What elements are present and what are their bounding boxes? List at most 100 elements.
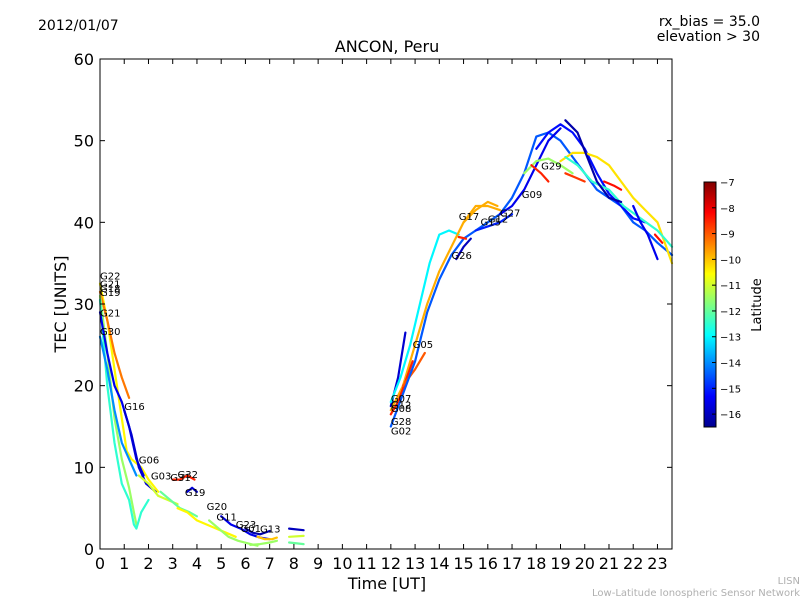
x-tick-label: 10 [332,554,352,573]
footer-lisn: LISN [777,576,800,587]
x-tick-label: 8 [289,554,299,573]
date-label: 2012/01/07 [38,18,119,34]
satellite-label: G07 [391,394,411,405]
colorbar: −7 −8 −9 −10 −11 −12 −13 −14 −15 −16 [703,178,741,428]
x-tick-label: 21 [599,554,619,573]
x-tick-label: 1 [119,554,129,573]
x-tick-label: 20 [575,554,595,573]
satellite-label: G05 [413,340,433,351]
satellite-label: G12 [488,214,508,225]
satellite-label: G28 [391,417,411,428]
satellite-label: G02 [391,427,411,438]
colorbar-tick-label: −13 [720,333,741,344]
satellite-label: G19 [100,288,120,299]
rx-bias-label: rx_bias = 35.0 [658,14,760,30]
series-line-g19 [98,298,150,530]
colorbar-tick-label: −11 [720,281,741,292]
y-tick-label: 50 [74,132,94,151]
series-line-g21 [98,290,131,399]
series-line-g29h [632,204,659,261]
series-line-g29b [535,123,647,224]
satellite-label: G30 [100,327,120,338]
satellite-label: G15 [481,218,501,229]
series-line-g26 [455,237,472,261]
satellite-label: G20 [207,502,227,513]
x-tick-label: 14 [429,554,449,573]
colorbar-gradient [703,181,717,428]
series-layer [98,119,674,547]
satellite-label: G03 [151,472,171,483]
series-line-g29i [653,233,664,244]
colorbar-label: Latitude [750,278,765,332]
series-line-g20 [176,507,237,538]
x-tick-label: 5 [216,554,226,573]
series-line-g29 [530,164,550,183]
series-line-g13d [288,534,305,538]
x-tick-label: 16 [478,554,498,573]
colorbar-tick-label: −10 [720,255,741,266]
x-tick-label: 2 [143,554,153,573]
y-axis: 0 10 20 30 40 50 60 [74,50,672,559]
x-tick-label: 15 [453,554,473,573]
satellite-label: G17 [459,212,479,223]
series-line-g13 [256,535,278,541]
satellite-label: G06 [139,455,159,466]
x-tick-label: 4 [192,554,202,573]
colorbar-tick-label: −12 [720,307,741,318]
x-tick-label: 13 [405,554,425,573]
x-tick-label: 23 [647,554,667,573]
y-tick-label: 30 [74,295,94,314]
x-tick-label: 17 [502,554,522,573]
series-line-g30 [98,335,138,477]
series-line-g15 [474,213,514,232]
satellite-label: G32 [178,470,198,481]
series-line-g22 [98,282,160,493]
x-tick-label: 9 [313,554,323,573]
x-tick-label: 19 [550,554,570,573]
series-line-g07 [389,229,460,404]
series-line-g29f [564,172,586,183]
x-axis-label: Time [UT] [347,574,426,593]
series-line-g29e [564,119,623,203]
series-line-g11 [208,519,259,547]
satellite-label: G13 [260,525,280,536]
satellite-label: G01 [241,524,261,535]
y-tick-label: 60 [74,50,94,69]
series-line-g32 [171,474,196,481]
satellite-label: G22 [100,272,120,283]
series-line-g26b [457,235,468,240]
series-line-g19b [186,486,198,493]
elevation-label: elevation > 30 [656,29,760,45]
colorbar-tick-label: −16 [720,410,741,421]
series-line-g29d [564,155,674,248]
satellite-label: G27 [500,209,520,220]
colorbar-tick-label: −7 [720,178,735,189]
colorbar-tick-label: −8 [720,204,735,215]
x-tick-label: 11 [356,554,376,573]
x-tick-label: 18 [526,554,546,573]
y-tick-label: 20 [74,377,94,396]
x-tick-label: 7 [265,554,275,573]
satellite-label: G26 [451,251,471,262]
series-line-g01 [244,527,271,536]
y-tick-label: 10 [74,458,94,477]
series-line-g08 [389,360,414,416]
satellite-label: G21 [100,280,120,291]
x-axis: 0 1 2 3 4 5 6 7 8 9 10 11 12 13 14 15 16 17 18 19 20 21 22 23 [95,59,668,573]
satellite-label: G09 [522,190,542,201]
satellite-label: G21 [100,308,120,319]
satellite-label: G31 [170,473,190,484]
x-tick-label: 22 [623,554,643,573]
footer-network: Low-Latitude Ionospheric Sensor Network [592,588,800,599]
series-line-g29g [602,180,623,191]
x-tick-label: 3 [168,554,178,573]
series-line-g13c [288,541,305,546]
series-line-g17 [462,200,499,224]
satellite-label: G08 [391,404,411,415]
satellite-label: G18 [100,284,120,295]
x-tick-label: 12 [381,554,401,573]
colorbar-tick-label: −15 [720,384,741,395]
colorbar-tick-label: −9 [720,230,735,241]
